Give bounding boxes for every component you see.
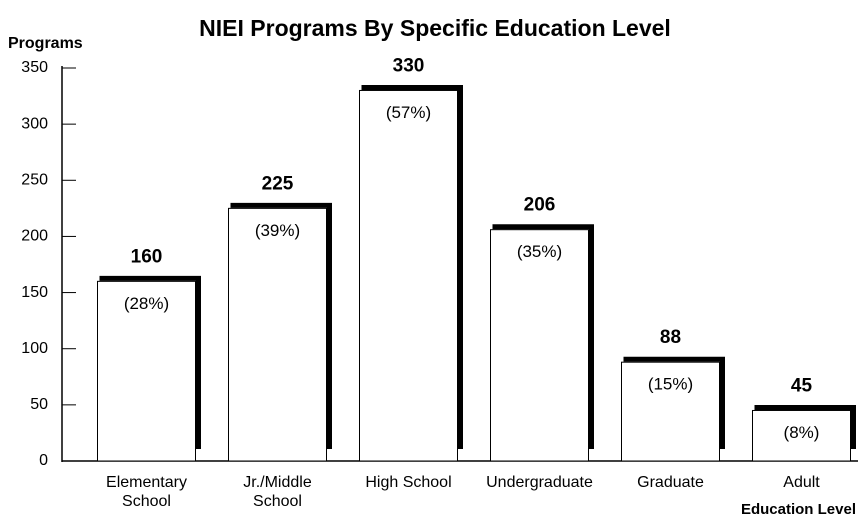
bar bbox=[752, 409, 851, 462]
value-label: 45 bbox=[791, 375, 813, 396]
value-label: 160 bbox=[131, 246, 163, 267]
x-tick-label: Jr./Middle School bbox=[243, 474, 312, 510]
y-tick-label: 350 bbox=[21, 59, 48, 76]
y-tick-label: 50 bbox=[30, 396, 48, 413]
bar bbox=[228, 207, 327, 462]
y-tick-label: 300 bbox=[21, 115, 48, 132]
bar-shadow bbox=[230, 202, 332, 449]
x-tick-label: Undergraduate bbox=[486, 474, 593, 491]
share-label: (39%) bbox=[255, 221, 300, 240]
value-label: 225 bbox=[262, 173, 294, 194]
y-tick-label: 0 bbox=[39, 452, 48, 469]
bar-shadow bbox=[361, 84, 463, 449]
value-label: 206 bbox=[524, 195, 556, 216]
value-label: 88 bbox=[660, 327, 681, 348]
x-tick-label: Elementary School bbox=[106, 474, 187, 510]
value-label: 330 bbox=[393, 55, 425, 76]
bar bbox=[621, 361, 720, 462]
bar-shadow bbox=[754, 404, 856, 449]
y-axis-title: Programs bbox=[8, 35, 83, 52]
x-tick-label: Adult bbox=[783, 474, 820, 491]
share-label: (57%) bbox=[386, 103, 431, 122]
bar-shadow bbox=[99, 275, 201, 449]
share-label: (15%) bbox=[648, 375, 693, 394]
bar-shadow bbox=[492, 224, 594, 449]
x-tick-label: High School bbox=[365, 474, 452, 491]
x-axis-title: Education Level bbox=[741, 501, 856, 518]
bar bbox=[490, 229, 589, 462]
bar bbox=[359, 89, 458, 462]
y-tick-label: 150 bbox=[21, 284, 48, 301]
share-label: (8%) bbox=[784, 423, 820, 442]
share-label: (35%) bbox=[517, 242, 562, 261]
share-label: (28%) bbox=[124, 294, 169, 313]
y-tick-label: 200 bbox=[21, 228, 48, 245]
y-tick-label: 100 bbox=[21, 340, 48, 357]
bar-shadow bbox=[623, 356, 725, 449]
x-tick-label: Graduate bbox=[637, 474, 704, 491]
y-tick-label: 250 bbox=[21, 172, 48, 189]
chart-title: NIEI Programs By Specific Education Leve… bbox=[199, 15, 671, 41]
bar bbox=[97, 280, 196, 462]
